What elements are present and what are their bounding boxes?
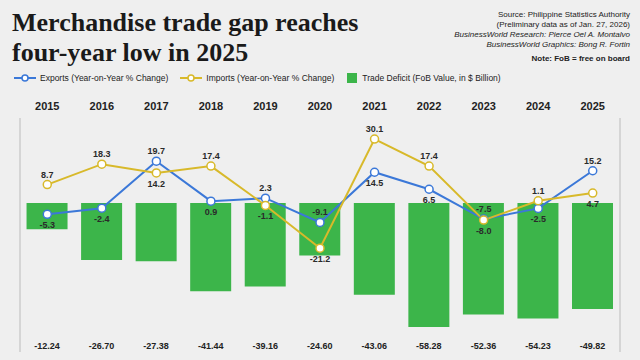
svg-text:-12.24: -12.24 — [34, 341, 60, 351]
svg-text:-2.5: -2.5 — [530, 214, 546, 224]
svg-text:-27.38: -27.38 — [143, 341, 169, 351]
svg-text:-39.16: -39.16 — [252, 341, 278, 351]
svg-text:17.4: 17.4 — [420, 151, 438, 161]
svg-text:0.9: 0.9 — [205, 207, 218, 217]
svg-text:2017: 2017 — [144, 100, 168, 112]
svg-text:2015: 2015 — [35, 100, 59, 112]
svg-text:2018: 2018 — [199, 100, 223, 112]
svg-text:15.2: 15.2 — [584, 156, 602, 166]
svg-text:14.5: 14.5 — [366, 178, 384, 188]
svg-text:18.3: 18.3 — [93, 149, 111, 159]
svg-text:-2.4: -2.4 — [94, 214, 110, 224]
svg-text:-43.06: -43.06 — [362, 341, 388, 351]
svg-text:2020: 2020 — [308, 100, 332, 112]
svg-text:-7.5: -7.5 — [476, 204, 492, 214]
svg-text:-8.0: -8.0 — [476, 226, 492, 236]
svg-text:-1.1: -1.1 — [258, 211, 274, 221]
html-text:Imports (Year-on-Year % Change: Imports (Year-on-Year % Change) — [206, 73, 335, 83]
svg-text:2024: 2024 — [526, 100, 551, 112]
svg-text:30.1: 30.1 — [366, 124, 384, 134]
svg-text:8.7: 8.7 — [41, 170, 54, 180]
svg-text:19.7: 19.7 — [148, 146, 166, 156]
svg-text:-9.1: -9.1 — [312, 207, 328, 217]
svg-text:-52.36: -52.36 — [471, 341, 497, 351]
svg-text:17.4: 17.4 — [202, 151, 220, 161]
svg-text:2023: 2023 — [471, 100, 495, 112]
svg-text:2019: 2019 — [253, 100, 277, 112]
html-text:BusinessWorld Graphics: Bong R: BusinessWorld Graphics: Bong R. Fortin — [486, 40, 630, 49]
html-text:Trade Deficit (FoB Value, in $: Trade Deficit (FoB Value, in $ Billion) — [362, 73, 501, 83]
html-text:Note: FoB = free on board: Note: FoB = free on board — [531, 54, 630, 63]
svg-text:2016: 2016 — [90, 100, 114, 112]
svg-text:2022: 2022 — [417, 100, 441, 112]
svg-text:1.1: 1.1 — [532, 186, 545, 196]
html-text:(Preliminary data as of Jan. 2: (Preliminary data as of Jan. 27, 2026) — [496, 20, 630, 29]
svg-text:-54.23: -54.23 — [525, 341, 551, 351]
svg-text:-26.70: -26.70 — [89, 341, 115, 351]
svg-text:-5.3: -5.3 — [40, 220, 56, 230]
svg-text:-24.60: -24.60 — [307, 341, 333, 351]
html-text:BusinessWorld Research: Pierce: BusinessWorld Research: Pierce Oel A. Mo… — [454, 30, 630, 39]
svg-text:2.3: 2.3 — [259, 183, 272, 193]
svg-text:-58.28: -58.28 — [416, 341, 442, 351]
svg-text:-21.2: -21.2 — [310, 254, 331, 264]
svg-text:-49.82: -49.82 — [580, 341, 606, 351]
svg-text:6.5: 6.5 — [423, 195, 436, 205]
svg-text:-41.44: -41.44 — [198, 341, 224, 351]
html-text:Exports (Year-on-Year % Change: Exports (Year-on-Year % Change) — [40, 73, 169, 83]
svg-text:2025: 2025 — [580, 100, 604, 112]
html-text:Merchandise trade gap reaches: Merchandise trade gap reaches four-year … — [12, 8, 359, 67]
svg-text:14.2: 14.2 — [148, 179, 166, 189]
svg-text:4.7: 4.7 — [586, 199, 599, 209]
html-text:Source: Philippine Statistics: Source: Philippine Statistics Authority — [497, 10, 630, 19]
svg-text:2021: 2021 — [362, 100, 386, 112]
